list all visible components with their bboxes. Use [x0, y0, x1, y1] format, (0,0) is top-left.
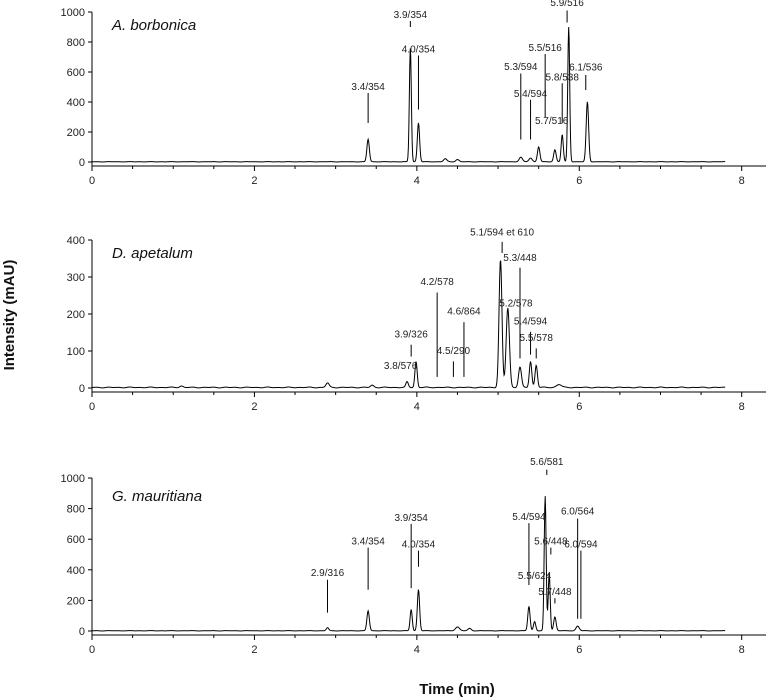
peak-label: 4.2/578	[420, 277, 454, 288]
peak-label: 5.4/594	[512, 512, 546, 523]
peak-label: 2.9/316	[311, 568, 345, 579]
y-tick-label: 400	[67, 235, 85, 247]
x-tick-label: 4	[414, 401, 420, 413]
chromatogram-trace	[92, 260, 726, 389]
peak-label: 4.5/290	[437, 346, 471, 357]
peak-label: 3.4/354	[351, 537, 385, 548]
y-tick-label: 200	[67, 309, 85, 321]
x-tick-label: 0	[89, 401, 95, 413]
panel-2: 0 100 200 300 400 0 2 4 6 8 D. apetalum 5.1/594 et …	[67, 228, 766, 413]
x-tick-label: 8	[739, 644, 745, 656]
x-tick-label: 2	[251, 644, 257, 656]
peak-label: 4.0/354	[402, 540, 436, 551]
peak-label: 5.7/516	[535, 116, 569, 127]
peak-label: 5.9/516	[550, 0, 584, 9]
x-tick-label: 0	[89, 644, 95, 656]
x-tick-label: 6	[576, 175, 582, 187]
y-tick-label: 0	[79, 383, 85, 395]
x-tick-label: 6	[576, 644, 582, 656]
x-tick-label: 4	[414, 175, 420, 187]
peak-label: 3.9/354	[394, 10, 428, 21]
x-tick-label: 6	[576, 401, 582, 413]
x-tick-label: 8	[739, 401, 745, 413]
y-tick-label: 600	[67, 534, 85, 546]
peak-label: 5.2/578	[499, 299, 533, 310]
y-tick-label: 1000	[61, 7, 85, 19]
panel-1: 0 200 400 600 800 1000 0 2 4 6 8 A. borbonica 3.9/35…	[61, 0, 766, 187]
y-tick-label: 1000	[61, 473, 85, 485]
x-tick-label: 4	[414, 644, 420, 656]
panel-title: D. apetalum	[112, 245, 193, 262]
peak-label: 5.5/578	[520, 333, 554, 344]
peak-label: 5.4/594	[514, 316, 548, 327]
peak-label: 4.6/864	[447, 307, 481, 318]
peak-label: 3.9/354	[394, 513, 428, 524]
y-tick-label: 0	[79, 157, 85, 169]
peak-label: 3.9/326	[394, 329, 428, 340]
peak-label: 5.5/516	[528, 43, 562, 54]
x-tick-label: 0	[89, 175, 95, 187]
y-axis-title: Intensity (mAU)	[1, 260, 18, 371]
y-tick-label: 800	[67, 37, 85, 49]
x-axis-title: Time (min)	[419, 681, 495, 698]
chromatogram-trace	[91, 27, 726, 163]
chromatogram-trace	[92, 496, 726, 632]
y-tick-label: 400	[67, 565, 85, 577]
y-tick-label: 200	[67, 595, 85, 607]
peak-label: 5.6/581	[530, 457, 564, 468]
y-tick-label: 400	[67, 97, 85, 109]
peak-label: 5.3/448	[503, 253, 537, 264]
peak-label: 3.4/354	[351, 82, 385, 93]
y-tick-label: 0	[79, 626, 85, 638]
peak-label: 3.8/576	[384, 361, 418, 372]
peak-label: 6.0/564	[561, 507, 595, 518]
peak-label: 5.3/594	[504, 62, 538, 73]
peak-label: 6.1/536	[569, 63, 603, 74]
peak-label: 5.5/624	[518, 571, 552, 582]
y-tick-label: 200	[67, 127, 85, 139]
panel-title: A. borbonica	[111, 17, 196, 34]
x-tick-label: 2	[251, 175, 257, 187]
x-tick-label: 8	[739, 175, 745, 187]
y-tick-label: 100	[67, 346, 85, 358]
panel-3: 0 200 400 600 800 1000 0 2 4 6 8 G. mauritiana 5.6/5…	[61, 457, 766, 656]
y-tick-label: 600	[67, 67, 85, 79]
peak-label: 6.0/594	[564, 540, 598, 551]
peak-label: 4.0/354	[402, 45, 436, 56]
y-tick-label: 800	[67, 504, 85, 516]
panel-title: G. mauritiana	[112, 488, 202, 505]
peak-label: 5.7/448	[538, 587, 572, 598]
peak-label: 5.1/594 et 610	[470, 228, 534, 239]
x-tick-label: 2	[251, 401, 257, 413]
peak-label: 5.6/448	[534, 537, 568, 548]
peak-label: 5.4/594	[514, 89, 548, 100]
y-tick-label: 300	[67, 272, 85, 284]
peak-label: 5.8/538	[546, 72, 580, 83]
